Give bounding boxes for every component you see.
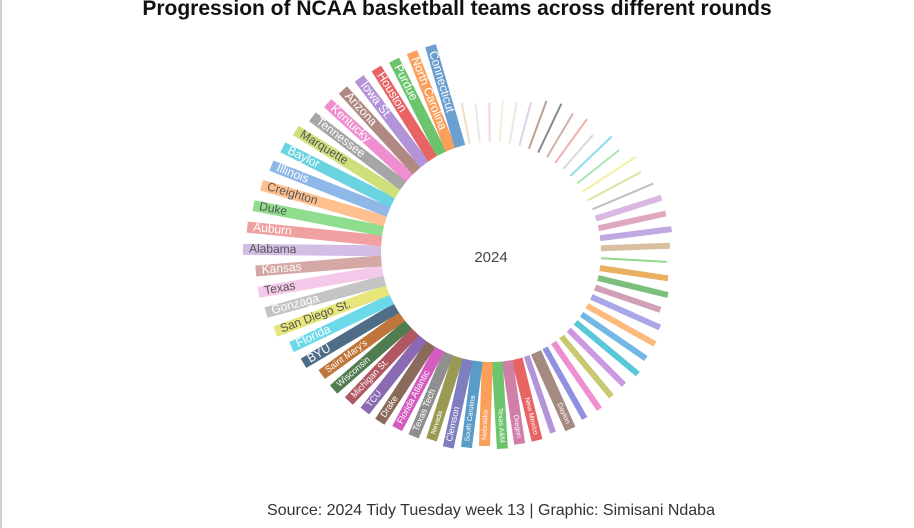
bar-team-23: [537, 103, 563, 154]
label-duke: Duke: [258, 199, 288, 218]
bar-gonzaga: [264, 275, 387, 318]
bar-illinois: [269, 160, 391, 217]
bar-team-37: [599, 265, 669, 282]
bar-team-19: [498, 100, 504, 143]
bar-team-18: [488, 102, 491, 143]
bar-team-16: [460, 102, 471, 145]
bar-tcu: [360, 334, 427, 415]
bar-duke: [252, 200, 385, 237]
bar-team-45: [559, 334, 614, 399]
bar-michigan-st-: [344, 327, 420, 405]
bar-team-34: [599, 226, 672, 242]
bar-houston: [371, 65, 438, 162]
bar-florida-atlantic: [392, 346, 445, 432]
bar-marquette: [292, 125, 401, 199]
label-auburn: Auburn: [253, 220, 293, 238]
bar-team-43: [573, 319, 640, 377]
left-border: [0, 0, 2, 528]
bar-team-46: [551, 340, 602, 411]
bar-team-47: [542, 346, 588, 420]
bar-team-42: [579, 311, 648, 361]
label-texas-a-m: Texas A&M: [496, 408, 505, 444]
bar-purdue: [389, 57, 447, 157]
bar-creighton: [260, 179, 387, 227]
bar-texas: [257, 265, 384, 298]
bar-nebraska: [479, 361, 493, 447]
chart-caption: Source: 2024 Tidy Tuesday week 13 | Grap…: [267, 502, 715, 519]
bar-iowa-st-: [354, 75, 429, 168]
bar-team-36: [600, 257, 667, 263]
bar-auburn: [246, 221, 383, 247]
bar-team-22: [527, 100, 548, 150]
bar-kentucky: [323, 99, 414, 182]
chart-title: Progression of NCAA basketball teams acr…: [142, 0, 772, 20]
bar-byu: [300, 303, 400, 369]
bar-team-31: [592, 182, 654, 211]
label-nebraska: Nebraska: [482, 410, 490, 440]
bar-team-38: [597, 275, 669, 298]
bar-team-24: [546, 112, 574, 158]
bar-baylor: [280, 142, 396, 208]
bar-north-carolina: [406, 50, 456, 152]
bar-oregon: [501, 359, 526, 445]
label-oregon: Oregon: [512, 414, 522, 438]
bar-nevada: [426, 355, 464, 442]
bar-south-carolina: [461, 360, 483, 449]
bar-team-49: [523, 355, 556, 434]
bar-tennessee: [309, 112, 407, 190]
bar-team-41: [585, 303, 657, 347]
bar-texas-tech: [408, 351, 454, 439]
bar-saint-mary-s: [318, 312, 406, 380]
bar-san-diego-st-: [273, 284, 390, 337]
bar-team-33: [597, 210, 667, 232]
bar-arizona: [338, 86, 421, 175]
bar-team-21: [518, 102, 532, 146]
bar-team-27: [569, 135, 613, 177]
bar-team-35: [600, 242, 671, 252]
bar-new-mexico: [511, 357, 543, 442]
bar-team-40: [590, 294, 662, 331]
bar-team-26: [562, 134, 594, 170]
bar-drake: [375, 340, 436, 425]
bar-team-20: [508, 102, 518, 144]
bar-team-39: [594, 284, 662, 313]
center-year-label: 2024: [474, 249, 507, 266]
bar-team-32: [594, 194, 663, 222]
bar-alabama: [242, 243, 382, 257]
bar-connecticut: [425, 44, 466, 148]
bar-team-29: [582, 156, 637, 193]
bar-team-30: [587, 171, 642, 202]
label-alabama: Alabama: [249, 242, 297, 256]
bars-group: AlabamaAuburnDukeCreightonIllinoisBaylor…: [242, 44, 672, 450]
label-kansas: Kansas: [261, 259, 302, 276]
bar-team-28: [576, 149, 620, 185]
bar-dayton: [530, 350, 576, 432]
bar-clemson: [442, 358, 473, 449]
bar-team-25: [554, 118, 588, 164]
bar-team-44: [566, 327, 627, 387]
bar-florida: [289, 294, 395, 353]
bar-kansas: [255, 255, 382, 277]
bar-team-17: [474, 103, 481, 143]
label-texas: Texas: [263, 278, 296, 297]
bar-wisconsin: [329, 320, 412, 394]
bar-texas-a-m: [491, 361, 508, 450]
